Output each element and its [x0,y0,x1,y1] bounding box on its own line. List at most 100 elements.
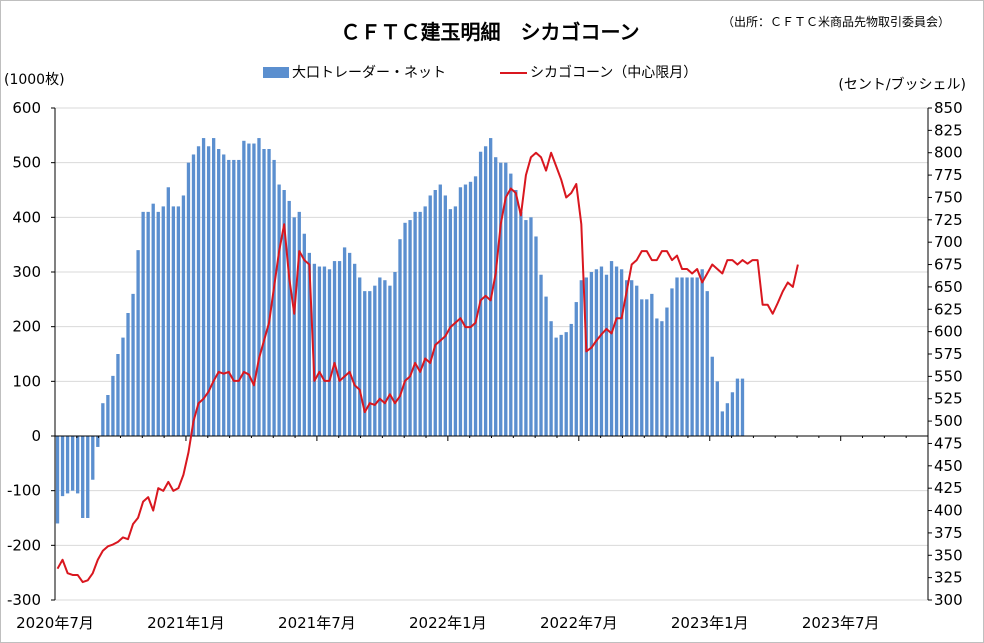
bar [166,187,170,436]
bar [655,318,659,436]
bar [730,392,735,436]
bar [609,261,614,436]
bar [574,302,578,436]
bar [312,263,317,436]
right-tick-label: 425 [934,479,963,497]
legend-line-label: シカゴコーン（中心限月） [530,64,697,81]
bar [403,222,407,436]
bar [111,375,115,436]
bar [594,269,599,436]
bar [584,277,589,436]
bar [307,252,311,436]
bar [640,299,644,436]
bar [242,140,246,437]
bar [549,321,553,436]
bar [181,195,186,436]
bar [740,378,745,436]
left-tick-label: 400 [12,208,41,226]
bar [630,280,634,436]
bar [690,277,694,436]
bar [710,356,714,436]
bar [635,285,639,436]
bar [101,403,105,436]
bar [715,381,719,436]
bar [302,233,306,436]
bar [705,291,709,436]
bar [478,151,483,437]
bar-series [55,138,745,524]
bar [322,266,327,436]
bar [534,236,538,436]
right-tick-label: 525 [934,390,963,408]
bar [483,146,488,436]
bar [373,285,377,436]
bar [277,184,281,436]
bar [378,277,382,436]
bar [529,217,533,436]
source-note: （出所：ＣＦＴＣ米商品先物取引委員会） [722,14,950,29]
bar [473,176,478,436]
bar [650,293,654,436]
x-tick-label: 2021年7月 [278,614,356,632]
bar [201,138,206,436]
bar [413,211,417,436]
bar [206,146,211,436]
bar [262,149,266,436]
bar [458,187,463,436]
left-tick-label: -100 [7,482,41,500]
right-tick-label: 825 [934,121,963,139]
right-tick-label: 450 [934,457,963,475]
right-tick-label: 800 [934,144,963,162]
left-tick-label: -200 [7,536,41,554]
line-series [56,151,799,584]
right-tick-label: 625 [934,300,963,318]
bar [463,184,468,436]
bar [519,211,523,436]
bar [353,263,357,436]
x-tick-label: 2021年1月 [147,614,225,632]
right-tick-label: 475 [934,434,963,452]
bar [176,206,181,436]
x-axis-ticks: 2020年7月 2021年1月 2021年7月 2022年1月 2022年7月 2023年… [16,436,929,632]
bar [297,211,301,436]
bar [227,159,231,436]
right-tick-label: 700 [934,233,963,251]
bar [539,274,543,436]
bar [60,436,65,497]
bar [363,291,367,436]
bar [217,149,221,436]
bar [393,272,397,436]
bar [332,261,337,436]
bar [116,354,120,436]
legend: 大口トレーダー・ネット シカゴコーン（中心限月） [263,64,697,81]
bar [161,206,165,436]
bar [126,313,130,436]
bar [186,162,191,437]
bar [670,288,674,436]
left-tick-label: -300 [7,591,41,609]
gridlines [55,107,928,601]
bar [428,195,432,436]
bar [191,154,196,436]
bar [257,138,261,436]
bar [720,411,724,436]
bar [735,378,740,436]
right-tick-label: 500 [934,412,963,430]
bar [619,269,624,436]
bar [408,220,412,436]
bar [604,274,609,436]
bar [660,321,664,436]
left-tick-label: 0 [31,427,41,445]
right-tick-label: 550 [934,367,963,385]
bar [504,162,508,437]
bar [317,266,322,436]
bar [131,293,135,436]
bar [695,277,699,436]
bar [725,403,730,436]
left-tick-label: 100 [12,372,41,390]
bar [398,239,402,436]
bar [76,436,80,494]
right-tick-label: 600 [934,323,963,341]
bar [252,143,256,436]
left-axis-ticks: 600 500 400 300 200 100 0 -100 -200 -300 [7,99,55,609]
